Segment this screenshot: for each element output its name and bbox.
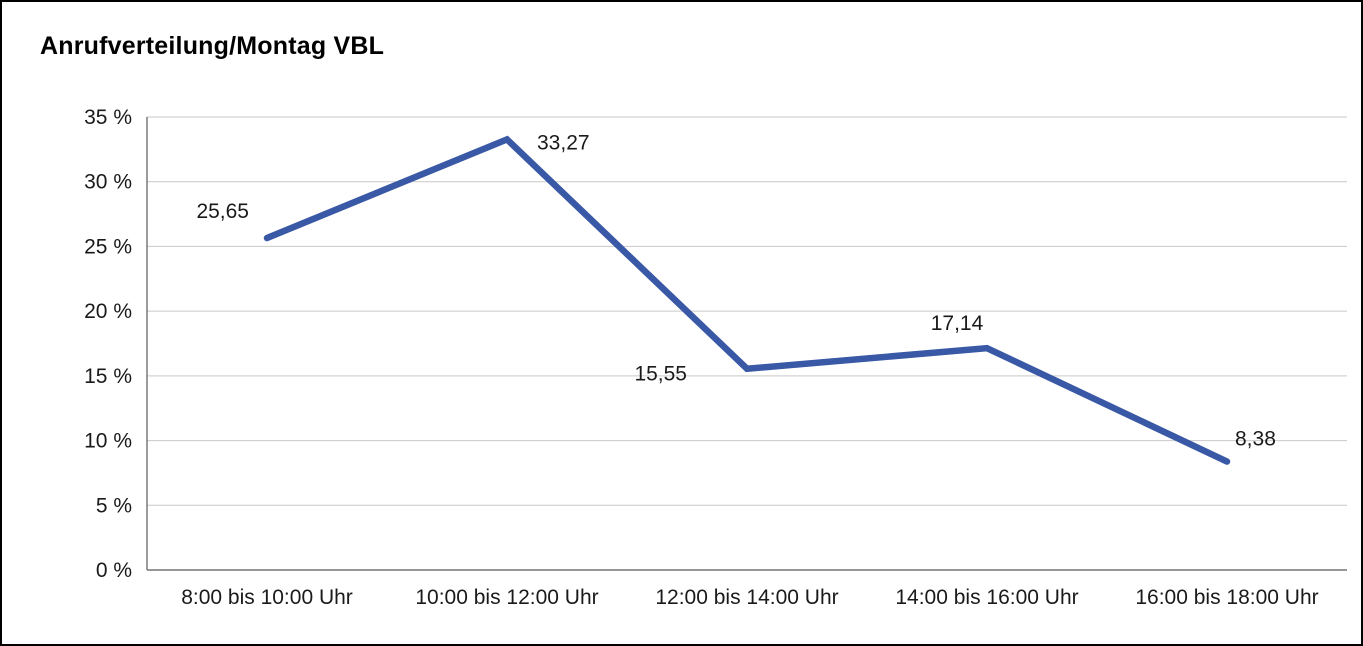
x-tick-label: 12:00 bis 14:00 Uhr bbox=[655, 586, 838, 609]
y-tick-label: 25 % bbox=[84, 235, 132, 258]
point-label: 33,27 bbox=[537, 131, 590, 154]
point-label: 8,38 bbox=[1235, 428, 1276, 451]
data-line-series bbox=[263, 135, 1231, 465]
y-tick-label: 35 % bbox=[84, 106, 132, 129]
point-label: 25,65 bbox=[196, 200, 249, 223]
y-tick-label: 20 % bbox=[84, 300, 132, 323]
y-tick-label: 15 % bbox=[84, 365, 132, 388]
chart-title: Anrufverteilung/Montag VBL bbox=[40, 32, 385, 60]
x-tick-label: 14:00 bis 16:00 Uhr bbox=[895, 586, 1078, 609]
y-tick-label: 0 % bbox=[96, 559, 132, 582]
x-tick-label: 10:00 bis 12:00 Uhr bbox=[415, 586, 598, 609]
point-label: 15,55 bbox=[634, 363, 687, 386]
point-label: 17,14 bbox=[931, 312, 984, 335]
y-tick-label: 30 % bbox=[84, 171, 132, 194]
y-tick-label: 10 % bbox=[84, 430, 132, 453]
y-tick-label: 5 % bbox=[96, 494, 132, 517]
x-tick-label: 8:00 bis 10:00 Uhr bbox=[181, 586, 353, 609]
x-tick-label: 16:00 bis 18:00 Uhr bbox=[1135, 586, 1318, 609]
